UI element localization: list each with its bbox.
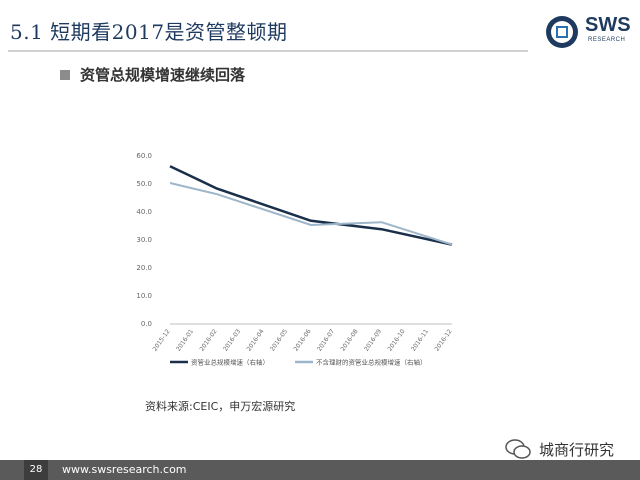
y-tick-label: 30.0 [136,236,152,244]
y-tick-label: 0.0 [141,320,152,328]
legend-label: 不含理财的资管业总规模增速（右轴） [316,358,427,367]
series-line-2 [169,182,453,246]
source-note: 资料来源:CEIC，申万宏源研究 [145,400,296,413]
logo-text: SWS [585,14,631,36]
x-tick-label: 2016-03 [222,328,242,353]
x-tick-label: 2016-08 [340,328,360,353]
x-tick-label: 2016-05 [269,328,289,353]
series-line-1 [169,165,453,246]
watermark-text: 城商行研究 [539,440,615,459]
x-tick-label: 2016-07 [316,328,336,353]
y-tick-label: 40.0 [136,208,152,216]
page-title: 5.1 短期看2017是资管整顿期 [10,20,288,44]
x-tick-label: 2016-06 [293,328,313,353]
x-tick-label: 2016-04 [246,328,266,353]
y-tick-label: 20.0 [136,264,152,272]
legend-label: 资管业总规模增速（右轴） [191,358,269,367]
x-tick-label: 2015-12 [152,328,172,353]
subtitle-row: 资管总规模增速继续回落 [60,64,245,85]
x-tick-label: 2016-09 [363,328,383,353]
x-tick-label: 2016-02 [199,328,219,353]
y-tick-label: 60.0 [136,152,152,160]
y-tick-label: 50.0 [136,180,152,188]
sws-logo-icon [546,16,578,48]
x-tick-label: 2016-12 [434,328,454,353]
chart-subtitle: 资管总规模增速继续回落 [80,66,246,84]
x-tick-label: 2016-10 [387,328,407,353]
watermark: 城商行研究 [505,438,614,460]
y-tick-label: 10.0 [136,292,152,300]
wechat-icon [505,439,531,459]
x-tick-label: 2016-01 [175,328,195,353]
x-tick-label: 2016-11 [410,328,430,353]
page-number: 28 [24,460,48,480]
footer-bar [0,460,640,480]
square-bullet-icon [60,69,70,80]
logo-subtext: RESEARCH [588,37,626,43]
footer-url[interactable]: www.swsresearch.com [62,463,187,476]
header-divider [8,50,528,52]
